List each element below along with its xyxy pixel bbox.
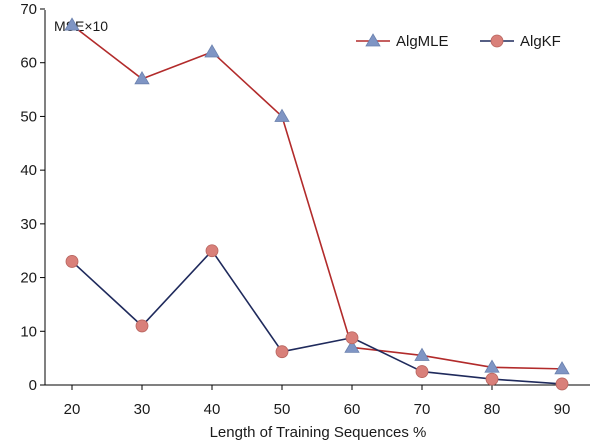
legend: AlgMLE AlgKF [356,33,561,50]
x-tick-label: 20 [64,401,81,418]
data-point-algkf [345,331,359,345]
legend-item-algkf: AlgKF [480,33,561,50]
series-line-algmle [71,24,563,370]
data-point-algmle [204,44,220,58]
y-tick-label: 60 [20,55,37,72]
data-point-algkf [555,377,569,391]
y-tick-label: 50 [20,108,37,125]
data-point-algkf [205,244,219,258]
x-tick-label: 90 [554,401,571,418]
legend-marker-algkf [490,34,504,48]
data-point-algkf [485,372,499,386]
y-tick-label: 40 [20,162,37,179]
legend-label-algmle: AlgMLE [396,33,449,50]
data-point-algmle [134,71,150,85]
x-tick-label: 60 [344,401,361,418]
x-tick-label: 80 [484,401,501,418]
x-axis-title: Length of Training Sequences % [210,424,427,441]
y-tick-label: 30 [20,216,37,233]
data-point-algmle [554,361,570,375]
data-point-algmle [414,347,430,361]
y-tick-label: 10 [20,323,37,340]
series-markers [64,17,570,391]
y-tick-label: 0 [29,377,37,394]
legend-item-algmle: AlgMLE [356,33,449,50]
data-point-algmle [344,339,360,353]
series-line-algkf [71,249,563,385]
data-point-algmle [484,359,500,373]
y-tick-label: 20 [20,270,37,287]
data-point-algkf [135,319,149,333]
series-lines [71,24,563,385]
x-tick-label: 40 [204,401,221,418]
data-point-algkf [275,345,289,359]
x-tick-label: 30 [134,401,151,418]
data-point-algkf [415,365,429,378]
x-tick-label: 70 [414,401,431,418]
legend-marker-algmle [365,33,381,47]
data-point-algkf [65,255,79,268]
legend-label-algkf: AlgKF [520,33,561,50]
x-tick-label: 50 [274,401,291,418]
y-tick-label: 70 [20,1,37,18]
data-point-algmle [274,108,290,122]
tick-layer: 0 10 20 30 40 50 60 70 20 30 40 50 60 70 80 90 [20,1,570,418]
data-point-algmle [64,17,80,31]
